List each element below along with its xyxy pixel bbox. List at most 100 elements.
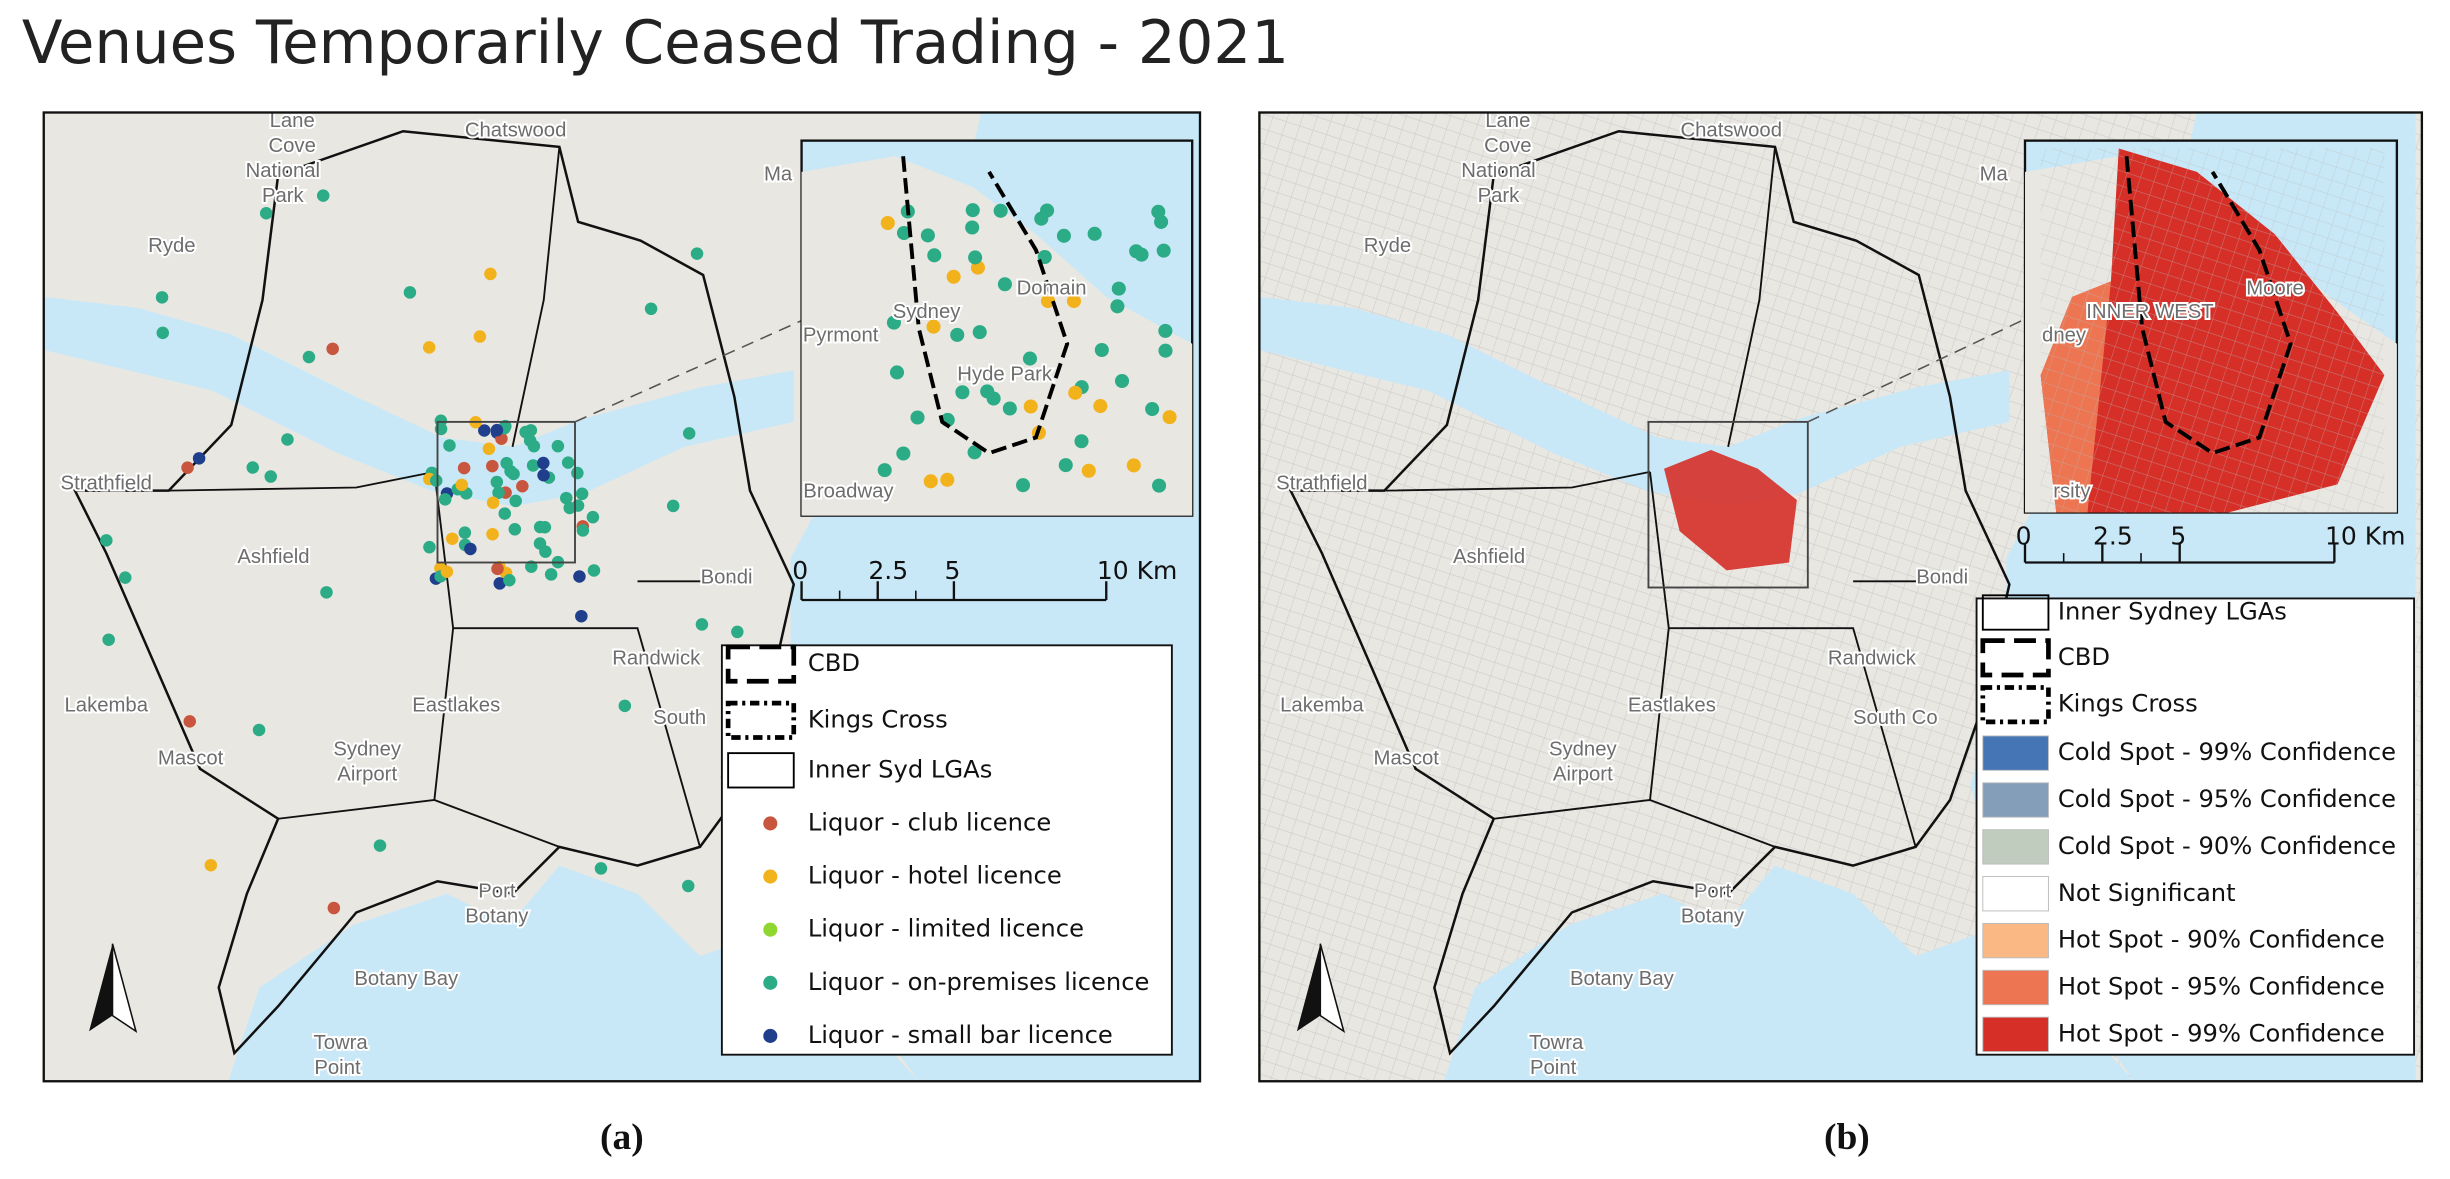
venue-dot	[1066, 294, 1081, 309]
venue-dot	[155, 291, 169, 304]
venue-dot	[923, 474, 938, 489]
venue-dot	[455, 478, 468, 492]
venue-dot	[1162, 410, 1177, 425]
map-label: Ma	[1980, 163, 2009, 185]
venue-dot	[1151, 204, 1166, 219]
map-label: Lane	[1485, 110, 1530, 132]
map-label: Point	[314, 1057, 361, 1079]
legend-label: Liquor - hotel licence	[808, 862, 1062, 890]
venue-dot	[910, 410, 925, 425]
venue-dot	[1094, 342, 1109, 358]
venue-dot	[968, 250, 983, 265]
map-label: Cove	[268, 135, 315, 157]
map-label: Randwick	[612, 648, 701, 670]
venue-dot	[327, 901, 341, 915]
venue-dot	[1152, 478, 1167, 493]
venue-dot	[252, 723, 266, 737]
venue-dot	[1093, 399, 1108, 414]
venue-dot	[438, 493, 452, 506]
venue-dot	[490, 475, 504, 489]
venue-dot	[533, 537, 547, 550]
legend-symbol	[1982, 876, 2049, 912]
venue-dot	[950, 327, 965, 342]
venue-dot	[1081, 463, 1096, 478]
venue-dot	[302, 350, 316, 364]
inset-connector	[574, 319, 802, 423]
venue-dot	[586, 510, 600, 524]
legend-symbol	[763, 816, 778, 831]
scale-label: 0	[2016, 522, 2032, 551]
venue-dot	[1056, 228, 1071, 243]
venue-dot	[587, 564, 601, 577]
venue-dot	[183, 715, 197, 728]
venue-dot	[326, 342, 339, 356]
venue-dot	[316, 189, 330, 202]
venue-dot	[896, 446, 911, 461]
lga-boundary	[168, 470, 435, 492]
inset-streets	[2040, 148, 2385, 513]
water	[1443, 865, 2135, 1082]
scale-label: 2.5	[868, 556, 908, 585]
map-label: Ryde	[1364, 235, 1411, 257]
venue-dot	[1022, 351, 1038, 366]
venue-dot	[192, 452, 206, 465]
venue-dot	[560, 491, 573, 505]
lga-boundary	[511, 146, 561, 448]
venue-dot	[561, 456, 575, 469]
venue-dot	[484, 267, 497, 281]
legend	[720, 644, 1173, 1056]
venue-dot	[464, 542, 477, 556]
map-label: Mascot	[158, 748, 224, 770]
map-label: Lakemba	[1280, 695, 1364, 717]
legend-symbol	[763, 975, 778, 990]
venue-dot	[100, 534, 113, 547]
venue-dot	[573, 570, 586, 583]
venue-dot	[119, 571, 132, 584]
map-label: Strathfield	[1276, 473, 1367, 495]
map-label: Lakemba	[65, 695, 149, 717]
legend-label: Hot Spot - 90% Confidence	[2058, 926, 2385, 954]
legend-label: Kings Cross	[808, 705, 948, 733]
venue-dot	[1034, 211, 1049, 226]
venue-dot	[493, 577, 507, 590]
map-label: Ryde	[148, 235, 195, 257]
map-label: Bondi	[1916, 566, 1968, 588]
map-frame	[1258, 111, 2424, 1083]
inset-label: Domain	[1017, 277, 1087, 299]
legend-symbol	[763, 922, 778, 937]
venue-dot	[666, 499, 680, 513]
venue-dot	[443, 439, 456, 452]
legend-label: Hot Spot - 95% Confidence	[2058, 972, 2385, 1000]
venue-dot	[457, 461, 471, 475]
scale-label: 10 Km	[2325, 522, 2406, 551]
legend-label: CBD	[808, 649, 860, 677]
map-label: Ashfield	[237, 546, 309, 568]
venue-dot	[1114, 373, 1130, 389]
venue-dot	[490, 423, 504, 437]
venue-dot	[509, 494, 522, 508]
venue-dot	[486, 527, 499, 541]
inset-label: Sydney	[893, 301, 962, 323]
venue-dot	[1134, 247, 1149, 262]
venue-dot	[946, 269, 961, 284]
map-label: Port	[478, 881, 516, 903]
map-label: Airport	[337, 763, 397, 785]
venue-dot	[446, 532, 459, 545]
legend-symbol	[1981, 594, 2050, 631]
venue-dot	[1158, 343, 1173, 358]
venue-dot	[1015, 478, 1031, 493]
inset-extent	[436, 420, 576, 564]
map-label: Ashfield	[1453, 546, 1525, 568]
venue-dot	[940, 472, 955, 487]
legend-symbol	[763, 1028, 778, 1043]
lga-boundary	[1288, 129, 2011, 1056]
venue-dot	[526, 459, 540, 472]
venue-dot	[571, 466, 584, 480]
venue-dot	[926, 319, 941, 334]
map-label: National	[1461, 160, 1535, 182]
lga-boundary	[1384, 470, 1651, 492]
map-label: Point	[1530, 1057, 1577, 1079]
map-label: Chatswood	[465, 120, 567, 142]
map-label: Bondi	[701, 566, 753, 588]
